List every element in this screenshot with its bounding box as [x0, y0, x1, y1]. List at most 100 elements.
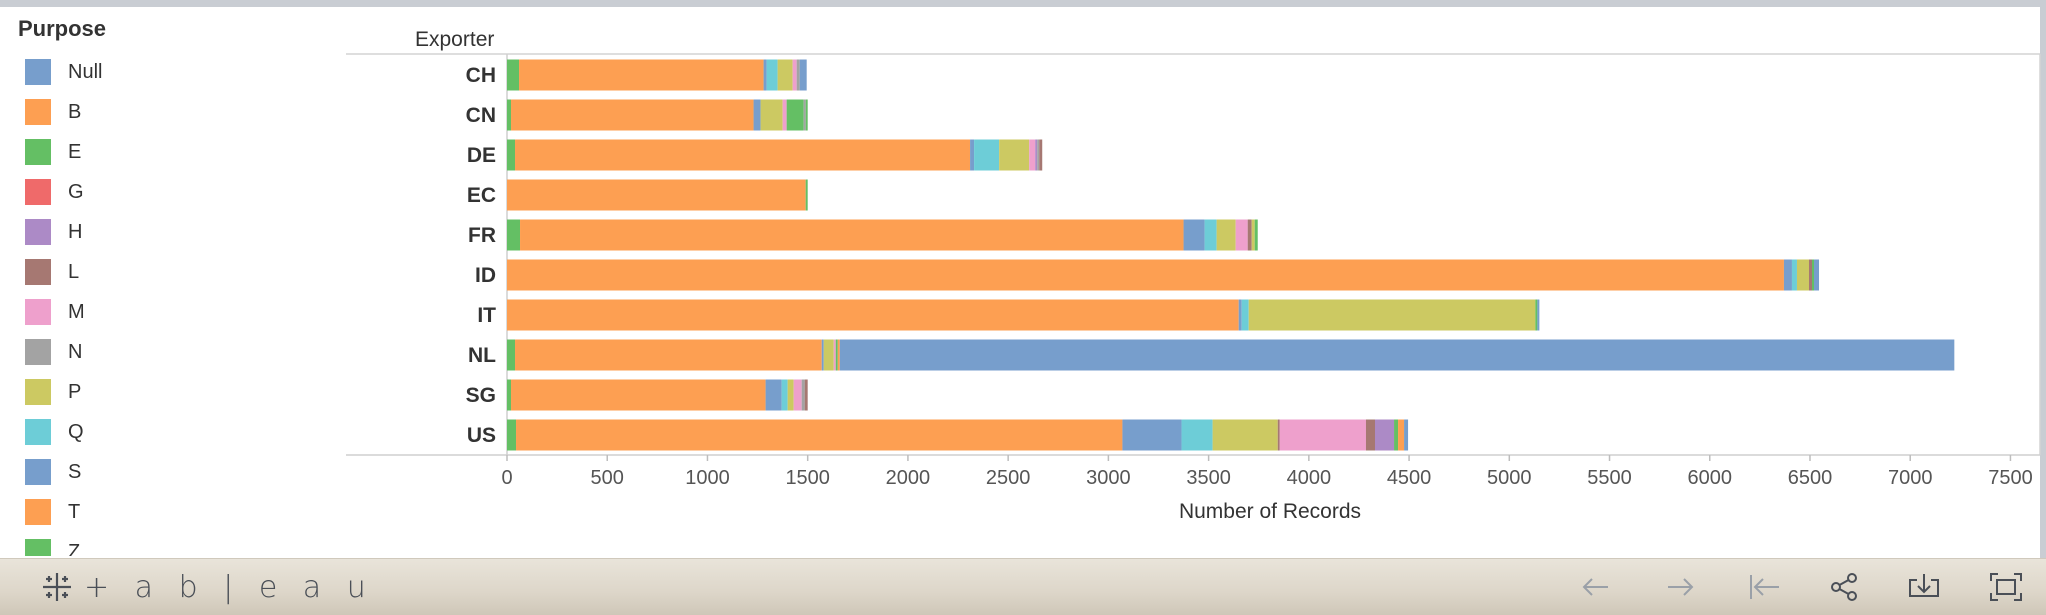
- bar-segment[interactable]: [519, 59, 764, 91]
- bar-segment[interactable]: [837, 339, 840, 371]
- bar-segment[interactable]: [1796, 259, 1809, 291]
- legend-item[interactable]: G: [18, 172, 318, 212]
- bar-segment[interactable]: [1238, 299, 1242, 331]
- bar-segment[interactable]: [507, 299, 1239, 331]
- undo-button[interactable]: [1576, 569, 1616, 605]
- legend-item[interactable]: L: [18, 252, 318, 292]
- bar-segment[interactable]: [835, 339, 838, 371]
- legend-item[interactable]: Q: [18, 412, 318, 452]
- bar-segment[interactable]: [805, 99, 808, 131]
- legend-label: B: [68, 100, 82, 123]
- legend-item[interactable]: E: [18, 132, 318, 172]
- bar-segment[interactable]: [1181, 419, 1213, 451]
- bar-segment[interactable]: [805, 179, 808, 211]
- legend-item[interactable]: B: [18, 92, 318, 132]
- redo-button[interactable]: [1660, 569, 1700, 605]
- bar-segment[interactable]: [1039, 139, 1043, 171]
- bar-segment[interactable]: [970, 139, 975, 171]
- bar-segment[interactable]: [1535, 299, 1538, 331]
- bar-segment[interactable]: [763, 59, 767, 91]
- bar-segment[interactable]: [1037, 139, 1040, 171]
- bar-segment[interactable]: [777, 59, 793, 91]
- legend-item[interactable]: S: [18, 452, 318, 492]
- bar-segment[interactable]: [833, 339, 836, 371]
- bar-segment[interactable]: [1035, 139, 1038, 171]
- bar-segment[interactable]: [1251, 219, 1255, 251]
- bar-segment[interactable]: [1537, 299, 1540, 331]
- bar-segment[interactable]: [801, 379, 805, 411]
- legend-item[interactable]: Z: [18, 532, 318, 556]
- bar-segment[interactable]: [507, 259, 1784, 291]
- bar-segment[interactable]: [507, 59, 520, 91]
- legend-item[interactable]: H: [18, 212, 318, 252]
- legend-item[interactable]: T: [18, 492, 318, 532]
- bar-segment[interactable]: [1404, 419, 1409, 451]
- bar-segment[interactable]: [1254, 219, 1258, 251]
- x-tick-label: 2500: [986, 467, 1031, 489]
- revert-button[interactable]: [1744, 569, 1784, 605]
- tableau-logo[interactable]: + a b | e a u: [40, 567, 374, 607]
- legend-item[interactable]: P: [18, 372, 318, 412]
- bar-segment[interactable]: [823, 339, 834, 371]
- bar-segment[interactable]: [1279, 419, 1366, 451]
- bar-segment[interactable]: [765, 379, 782, 411]
- bar-segment[interactable]: [1216, 219, 1236, 251]
- bar-segment[interactable]: [507, 179, 806, 211]
- bar-segment[interactable]: [515, 139, 971, 171]
- bar-segment[interactable]: [799, 59, 807, 91]
- bar-segment[interactable]: [839, 339, 1955, 371]
- bar-segment[interactable]: [507, 379, 512, 411]
- bar-segment[interactable]: [781, 379, 788, 411]
- share-button[interactable]: [1824, 569, 1864, 605]
- bar-segment[interactable]: [1808, 259, 1812, 291]
- legend-item[interactable]: Null: [18, 52, 318, 92]
- bar-segment[interactable]: [974, 139, 1000, 171]
- bar-segment[interactable]: [1122, 419, 1182, 451]
- bar-segment[interactable]: [1783, 259, 1792, 291]
- bar-segment[interactable]: [803, 99, 806, 131]
- bar-segment[interactable]: [1277, 419, 1280, 451]
- bar-segment[interactable]: [507, 419, 517, 451]
- bar-segment[interactable]: [766, 59, 778, 91]
- fullscreen-button[interactable]: [1986, 569, 2026, 605]
- bar-segment[interactable]: [520, 219, 1184, 251]
- bar-segment[interactable]: [516, 419, 1123, 451]
- legend-item[interactable]: N: [18, 332, 318, 372]
- bar-segment[interactable]: [1212, 419, 1278, 451]
- bar-segment[interactable]: [1235, 219, 1248, 251]
- bar-segment[interactable]: [515, 339, 822, 371]
- bar-segment[interactable]: [760, 99, 783, 131]
- bar-segment[interactable]: [511, 99, 754, 131]
- bar-segment[interactable]: [1204, 219, 1217, 251]
- bar-segment[interactable]: [1247, 219, 1252, 251]
- bar-segment[interactable]: [507, 339, 516, 371]
- download-button[interactable]: [1904, 569, 1944, 605]
- bar-segment[interactable]: [782, 99, 787, 131]
- legend-swatch: [25, 499, 51, 525]
- bar-segment[interactable]: [999, 139, 1030, 171]
- bar-segment[interactable]: [804, 379, 808, 411]
- bar-segment[interactable]: [787, 379, 794, 411]
- bar-segment[interactable]: [1811, 259, 1815, 291]
- bar-segment[interactable]: [1183, 219, 1205, 251]
- bar-segment[interactable]: [507, 139, 516, 171]
- bar-segment[interactable]: [796, 59, 800, 91]
- bar-segment[interactable]: [1394, 419, 1399, 451]
- bar-segment[interactable]: [1029, 139, 1036, 171]
- bar-segment[interactable]: [793, 379, 802, 411]
- bar-segment[interactable]: [507, 99, 512, 131]
- bar-segment[interactable]: [1791, 259, 1797, 291]
- bar-segment[interactable]: [1374, 419, 1395, 451]
- bar-segment[interactable]: [507, 219, 521, 251]
- bar-segment[interactable]: [1814, 259, 1820, 291]
- legend-item[interactable]: M: [18, 292, 318, 332]
- bar-segment[interactable]: [1365, 419, 1375, 451]
- bar-segment[interactable]: [511, 379, 766, 411]
- bar-segment[interactable]: [786, 99, 804, 131]
- bar-segment[interactable]: [1398, 419, 1405, 451]
- bar-segment[interactable]: [821, 339, 824, 371]
- bar-segment[interactable]: [1241, 299, 1249, 331]
- bar-segment[interactable]: [1248, 299, 1536, 331]
- bar-segment[interactable]: [792, 59, 797, 91]
- bar-segment[interactable]: [753, 99, 761, 131]
